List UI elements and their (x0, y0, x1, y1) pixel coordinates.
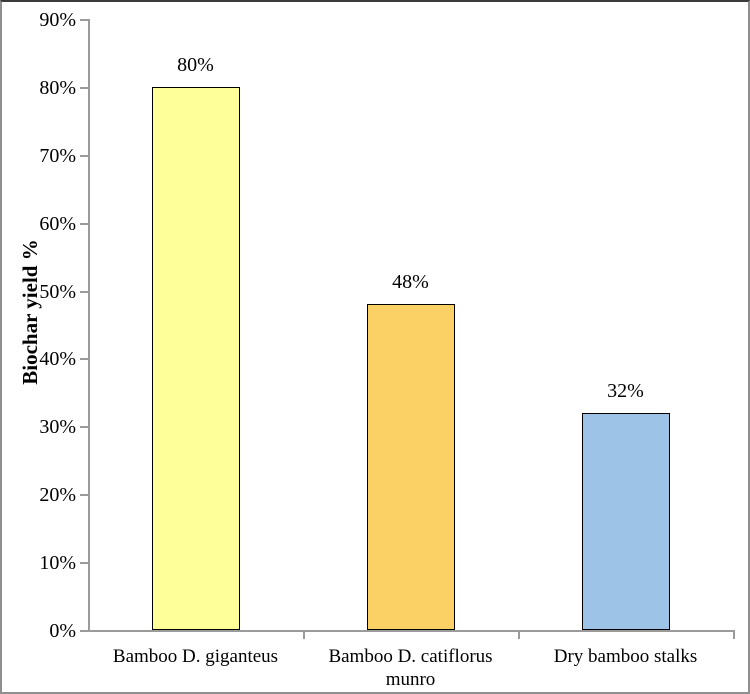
y-tick-label: 50% (39, 280, 76, 303)
x-tick-mark (733, 632, 735, 639)
y-tick-mark (80, 290, 88, 293)
y-tick-label: 60% (39, 212, 76, 235)
y-tick-mark (80, 630, 88, 632)
y-tick-mark (80, 154, 88, 157)
y-axis-line (88, 19, 90, 632)
y-tick-label: 30% (39, 416, 76, 439)
y-tick-label: 20% (39, 484, 76, 507)
y-tick-label: 90% (39, 9, 76, 31)
x-axis-line (88, 630, 735, 632)
bar-value-label: 80% (177, 54, 214, 76)
bar (366, 304, 455, 630)
bar-value-label: 48% (392, 271, 429, 293)
y-tick-mark (80, 86, 88, 89)
x-tick-mark (303, 632, 305, 639)
y-tick-label: 80% (39, 76, 76, 99)
bar-value-label: 32% (607, 380, 644, 402)
y-tick-mark (80, 426, 88, 429)
y-tick-label: 70% (39, 144, 76, 167)
y-tick-mark (80, 562, 88, 565)
bar (151, 87, 240, 630)
bar (581, 413, 670, 630)
y-tick-mark (80, 222, 88, 225)
category-label: Bamboo D. giganteus (112, 646, 279, 667)
y-tick-label: 40% (39, 348, 76, 371)
category-label: Bamboo D. catiflorus munro (328, 646, 493, 690)
y-tick-mark (80, 494, 88, 497)
x-tick-mark (518, 632, 520, 639)
y-tick-mark (80, 358, 88, 361)
category-label: Dry bamboo stalks (553, 646, 698, 667)
y-tick-label: 10% (39, 552, 76, 575)
y-tick-mark (80, 19, 88, 21)
y-tick-label: 0% (49, 620, 76, 642)
